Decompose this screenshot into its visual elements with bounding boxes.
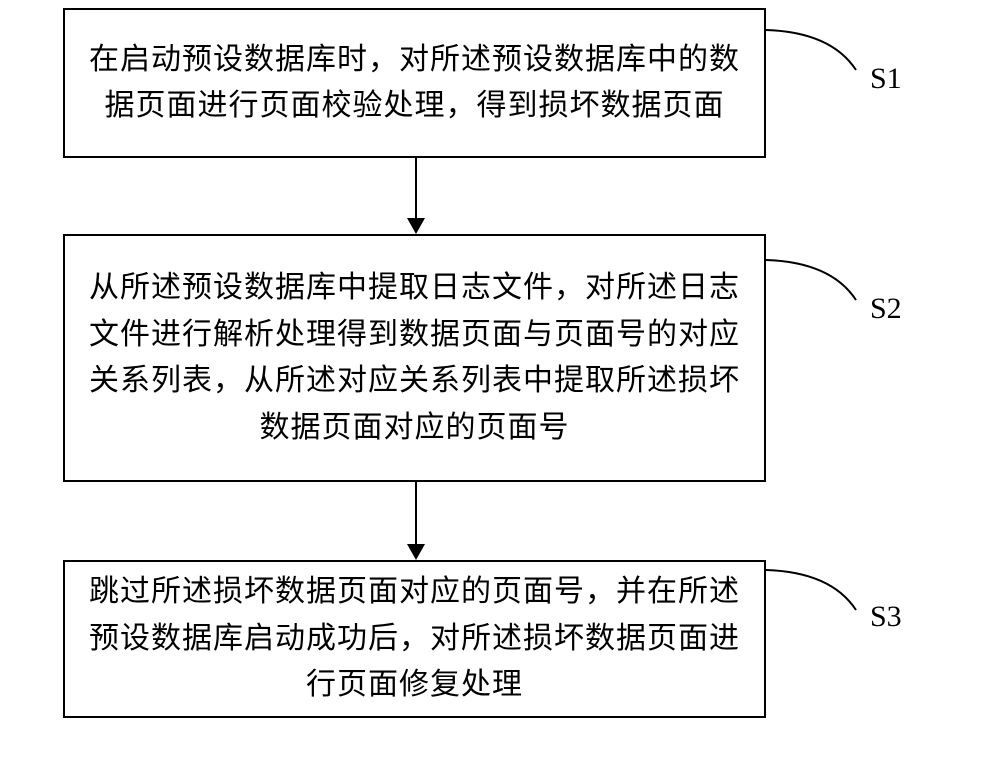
flowchart-canvas: 在启动预设数据库时，对所述预设数据库中的数据页面进行页面校验处理，得到损坏数据页… — [0, 0, 1000, 767]
step-label-s1: S1 — [870, 62, 902, 96]
arrow-s2-s3 — [415, 482, 417, 560]
step-text-s3: 跳过所述损坏数据页面对应的页面号，并在所述预设数据库启动成功后，对所述损坏数据页… — [85, 569, 744, 709]
step-label-s2: S2 — [870, 292, 902, 326]
connector-s1 — [766, 30, 866, 90]
step-label-s3: S3 — [870, 600, 902, 634]
step-box-s1: 在启动预设数据库时，对所述预设数据库中的数据页面进行页面校验处理，得到损坏数据页… — [63, 8, 766, 158]
step-box-s2: 从所述预设数据库中提取日志文件，对所述日志文件进行解析处理得到数据页面与页面号的… — [63, 234, 766, 482]
step-box-s3: 跳过所述损坏数据页面对应的页面号，并在所述预设数据库启动成功后，对所述损坏数据页… — [63, 560, 766, 718]
step-text-s2: 从所述预设数据库中提取日志文件，对所述日志文件进行解析处理得到数据页面与页面号的… — [85, 265, 744, 451]
connector-s3 — [766, 570, 866, 630]
step-text-s1: 在启动预设数据库时，对所述预设数据库中的数据页面进行页面校验处理，得到损坏数据页… — [85, 37, 744, 130]
arrow-s1-s2 — [415, 158, 417, 234]
connector-s2 — [766, 260, 866, 320]
